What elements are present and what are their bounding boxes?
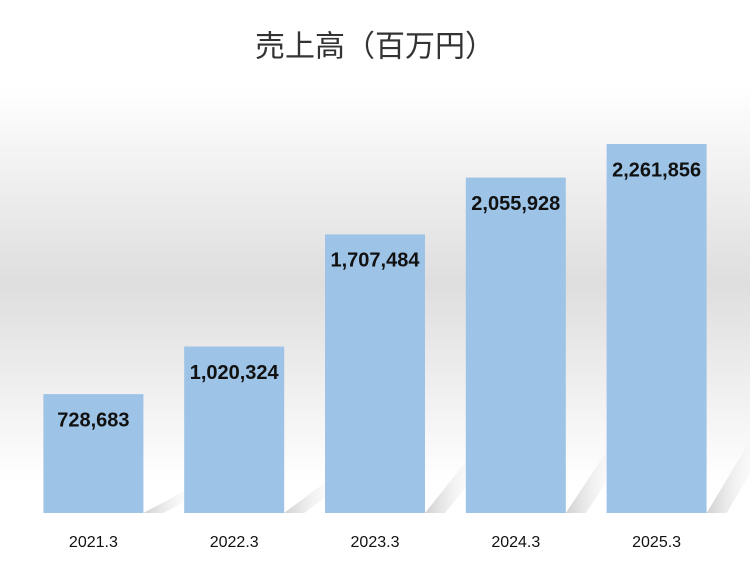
bar-shadow [706, 446, 750, 513]
data-label: 728,683 [57, 409, 129, 431]
bar [43, 394, 144, 513]
bar [325, 234, 425, 514]
x-tick-label: 2023.3 [351, 534, 400, 551]
x-tick-label: 2022.3 [210, 534, 259, 551]
data-label: 2,055,928 [471, 193, 560, 215]
data-label: 2,261,856 [612, 159, 701, 181]
chart-title: 売上高（百万円） [255, 30, 495, 65]
bar [184, 346, 285, 513]
x-tick-label: 2024.3 [491, 534, 540, 551]
data-label: 1,707,484 [331, 250, 421, 272]
bar [465, 177, 566, 514]
x-tick-label: 2025.3 [632, 534, 681, 551]
data-label: 1,020,324 [190, 362, 280, 384]
x-tick-label: 2021.3 [69, 534, 118, 551]
bar [606, 144, 707, 513]
